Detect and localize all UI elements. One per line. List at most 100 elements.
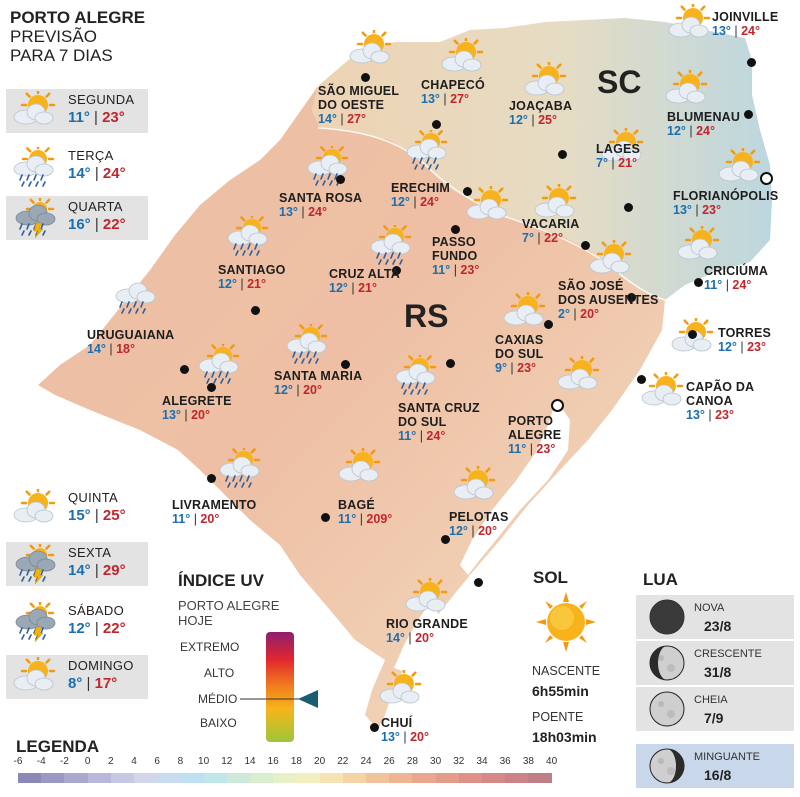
city-marker-livramento[interactable] — [207, 474, 216, 483]
uv-level-alto: ALTO — [204, 666, 235, 680]
city-min: 13° — [673, 203, 692, 217]
city-marker-capao[interactable] — [637, 375, 646, 384]
city-marker-florianopolis[interactable] — [760, 172, 773, 185]
city-min: 13° — [712, 24, 731, 38]
city-max: 27° — [347, 112, 367, 126]
city-name: SANTA ROSA — [279, 191, 363, 205]
city-name: CANOA — [686, 394, 733, 408]
day-forecast-4: SEXTA 14° | 29° — [6, 540, 148, 586]
city-marker-caxias[interactable] — [544, 320, 553, 329]
city-marker-torres[interactable] — [688, 330, 697, 339]
rs-region — [38, 86, 665, 730]
sun-cloud-icon — [465, 182, 509, 222]
city-temperature: 11° | 209° — [338, 512, 393, 526]
sun-cloud-rain-icon — [306, 141, 350, 186]
city-min: 14° — [386, 631, 405, 645]
city-marker-bage[interactable] — [321, 513, 330, 522]
city-max: 21° — [618, 156, 638, 170]
city-temperature: 14° | 18° — [87, 342, 136, 356]
city-name: CRICIÚMA — [704, 264, 769, 278]
city-max: 18° — [116, 342, 136, 356]
day-min: 16° — [68, 216, 91, 233]
city-label-erechim: ERECHIM 12° | 24° — [391, 181, 450, 209]
city-label-chapeco: CHAPECÓ 13° | 27° — [421, 78, 485, 106]
city-marker-blumenau[interactable] — [744, 110, 753, 119]
city-marker-santa_maria[interactable] — [341, 360, 350, 369]
legend-tick: 40 — [546, 756, 558, 767]
legend-title: LEGENDA — [16, 737, 100, 756]
city-marker-porto_alegre[interactable] — [551, 399, 564, 412]
legend-tick: 24 — [360, 756, 372, 767]
city-label-blumenau: BLUMENAU 12° | 24° — [667, 110, 740, 138]
city-name: FLORIANÓPOLIS — [673, 189, 779, 203]
city-min: 12° — [449, 524, 468, 538]
day-min: 15° — [68, 507, 91, 524]
city-name: SANTA MARIA — [274, 369, 363, 383]
sunset-time: 18h03min — [532, 729, 597, 745]
city-temperature: 12° | 21° — [329, 281, 378, 295]
city-marker-criciuma[interactable] — [694, 278, 703, 287]
city-name: SANTA CRUZ — [398, 401, 480, 415]
city-marker-santa_cruz[interactable] — [446, 359, 455, 368]
city-max: 24° — [420, 195, 440, 209]
city-min: 12° — [509, 113, 528, 127]
cloud-storm-icon — [12, 194, 58, 239]
city-name: JOINVILLE — [712, 10, 779, 24]
city-marker-vacaria[interactable] — [581, 241, 590, 250]
city-min: 13° — [279, 205, 298, 219]
city-name: PASSO — [432, 235, 476, 249]
city-marker-joacaba[interactable] — [558, 150, 567, 159]
city-max: 27° — [450, 92, 470, 106]
city-max: 25° — [538, 113, 558, 127]
city-marker-rio_grande[interactable] — [474, 578, 483, 587]
sun-cloud-icon — [440, 34, 484, 74]
city-label-florianopolis: FLORIANÓPOLIS 13° | 23° — [673, 189, 778, 217]
city-name: LIVRAMENTO — [172, 498, 257, 512]
city-marker-santiago[interactable] — [251, 306, 260, 315]
city-max: 20° — [191, 408, 211, 422]
day-forecast-1: TERÇA 14° | 24° — [6, 142, 148, 189]
legend-color-cell — [319, 773, 343, 783]
sc-region — [312, 18, 772, 300]
city-marker-santa_rosa[interactable] — [336, 175, 345, 184]
city-min: 13° — [686, 408, 705, 422]
legend-tick: -4 — [36, 756, 46, 767]
city-marker-uruguaiana[interactable] — [180, 365, 189, 374]
city-max: 21° — [247, 277, 267, 291]
city-marker-passo_fundo[interactable] — [451, 225, 460, 234]
day-forecast-3: QUINTA 15° | 25° — [6, 485, 148, 531]
city-min: 12° — [391, 195, 410, 209]
city-marker-cruz_alta[interactable] — [392, 266, 401, 275]
city-marker-chapeco[interactable] — [432, 120, 441, 129]
city-marker-erechim[interactable] — [463, 187, 472, 196]
city-marker-pelotas[interactable] — [441, 535, 450, 544]
city-marker-joinville[interactable] — [747, 58, 756, 67]
legend-tick: 8 — [177, 756, 184, 767]
city-max: 23° — [715, 408, 735, 422]
city-label-rio_grande: RIO GRANDE 14° | 20° — [386, 617, 468, 645]
moon-phase-name: CHEIA — [694, 694, 728, 706]
day-name: SÁBADO — [68, 603, 124, 618]
city-name: CHUÍ — [381, 716, 413, 730]
sun-cloud-icon — [337, 444, 381, 484]
moon-icon — [649, 748, 685, 784]
legend-color-cell — [296, 773, 320, 783]
moon-phase-name: CRESCENTE — [694, 648, 762, 660]
city-temperature: 12° | 23° — [718, 340, 767, 354]
city-temperature: 12° | 21° — [218, 277, 267, 291]
legend-tick: 14 — [244, 756, 256, 767]
city-marker-chui[interactable] — [370, 723, 379, 732]
sun-cloud-rain-icon — [218, 443, 262, 488]
moon-phase-0: NOVA 23/8 — [636, 595, 794, 639]
legend-tick: 36 — [499, 756, 511, 767]
legend-color-cell — [366, 773, 390, 783]
city-name: JOAÇABA — [509, 99, 573, 113]
state-label-rs: RS — [404, 298, 449, 334]
moon-icon — [649, 645, 685, 681]
city-marker-alegrete[interactable] — [207, 383, 216, 392]
city-marker-lages[interactable] — [624, 203, 633, 212]
city-max: 23° — [702, 203, 722, 217]
city-marker-sao_miguel[interactable] — [361, 73, 370, 82]
city-marker-sao_jose[interactable] — [627, 293, 636, 302]
day-max: 23° — [102, 109, 125, 126]
